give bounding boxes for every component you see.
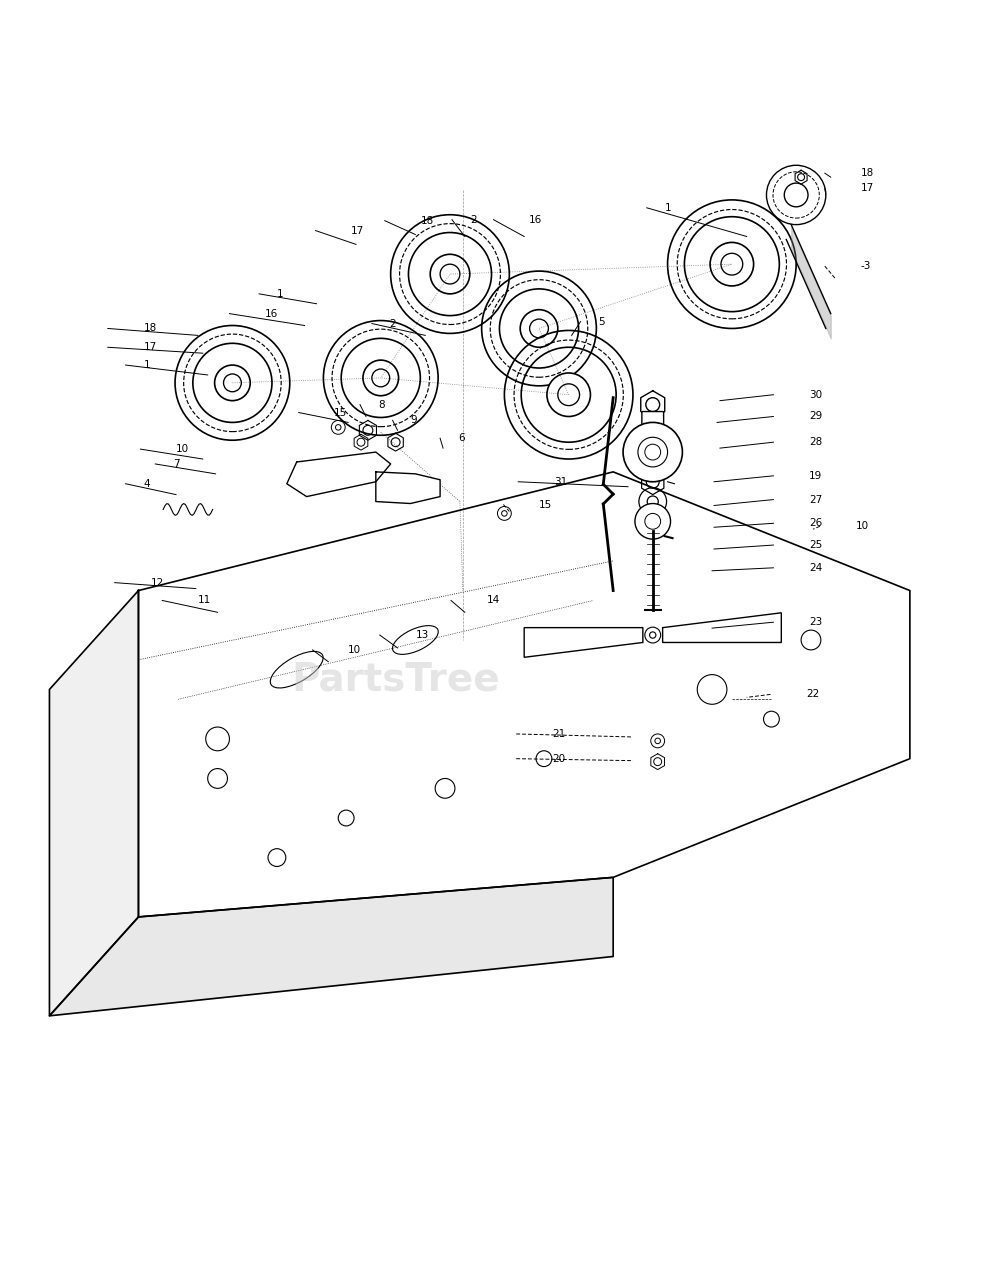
Text: 5: 5	[598, 316, 605, 326]
Text: 16: 16	[529, 215, 542, 225]
Text: 10: 10	[348, 645, 361, 655]
Text: 12: 12	[150, 577, 163, 588]
Text: 23: 23	[809, 617, 822, 627]
Text: 26: 26	[809, 518, 822, 529]
Text: 25: 25	[809, 540, 822, 550]
Polygon shape	[49, 877, 613, 1016]
Text: 10: 10	[855, 521, 868, 531]
Text: 1: 1	[143, 360, 150, 370]
Text: 22: 22	[806, 690, 819, 699]
Circle shape	[635, 503, 671, 539]
Text: 11: 11	[198, 595, 211, 605]
Text: 17: 17	[143, 342, 156, 352]
Text: 18: 18	[420, 215, 433, 225]
Text: 17: 17	[351, 225, 364, 236]
Text: 19: 19	[809, 471, 822, 481]
Circle shape	[520, 310, 558, 347]
Text: 1: 1	[665, 202, 672, 212]
Polygon shape	[49, 590, 138, 1016]
Text: 7: 7	[173, 460, 180, 468]
Circle shape	[363, 360, 399, 396]
Text: 28: 28	[809, 438, 822, 447]
Text: 2: 2	[390, 319, 397, 329]
Text: 14: 14	[487, 595, 499, 605]
Polygon shape	[287, 452, 391, 497]
Text: 27: 27	[809, 494, 822, 504]
Text: 18: 18	[143, 324, 156, 334]
Text: 9: 9	[410, 416, 417, 425]
Circle shape	[623, 422, 682, 481]
Text: 10: 10	[176, 444, 189, 454]
Text: 29: 29	[809, 411, 822, 421]
Text: 30: 30	[809, 389, 822, 399]
Circle shape	[710, 242, 754, 285]
Polygon shape	[138, 472, 910, 916]
Polygon shape	[376, 472, 440, 503]
Polygon shape	[524, 627, 643, 658]
Text: 31: 31	[554, 476, 567, 486]
Circle shape	[547, 372, 590, 416]
Text: 15: 15	[539, 499, 552, 509]
Text: 15: 15	[334, 407, 347, 417]
Text: PartsTree: PartsTree	[292, 660, 499, 699]
Circle shape	[215, 365, 250, 401]
Circle shape	[430, 255, 470, 294]
Text: 4: 4	[143, 479, 150, 489]
Text: 24: 24	[809, 563, 822, 573]
Text: 8: 8	[378, 399, 385, 410]
Text: 21: 21	[552, 728, 565, 739]
Text: 2: 2	[470, 215, 477, 225]
Text: 20: 20	[552, 754, 565, 764]
Text: 13: 13	[415, 630, 428, 640]
Text: 17: 17	[860, 183, 873, 193]
FancyBboxPatch shape	[642, 412, 664, 425]
Text: 1: 1	[277, 289, 284, 298]
Text: 6: 6	[458, 433, 465, 443]
Text: 18: 18	[860, 168, 873, 178]
Polygon shape	[663, 613, 781, 643]
Text: -3: -3	[860, 261, 870, 271]
Text: 16: 16	[265, 308, 278, 319]
Circle shape	[784, 183, 808, 207]
